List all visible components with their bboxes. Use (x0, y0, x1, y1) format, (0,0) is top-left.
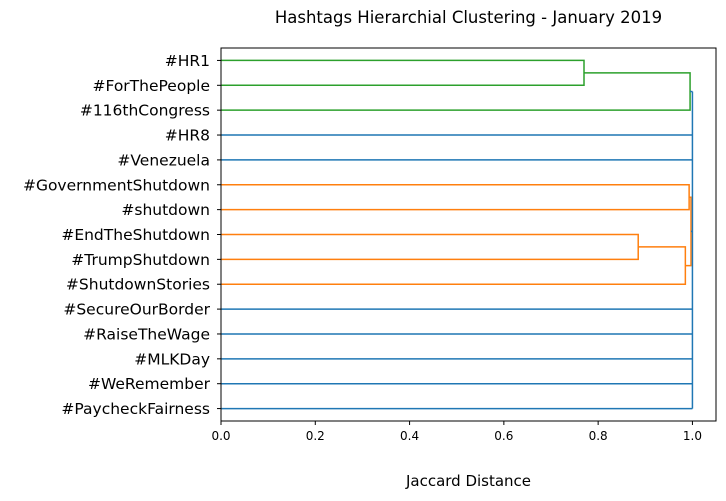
leaf-label: #MLKDay (134, 350, 210, 368)
leaf-label: #TrumpShutdown (71, 251, 210, 269)
chart-title: Hashtags Hierarchial Clustering - Januar… (274, 8, 663, 27)
leaf-label: #HR1 (165, 52, 210, 70)
x-tick-label-3: 0.6 (494, 429, 513, 443)
leaf-label: #SecureOurBorder (63, 301, 210, 319)
x-tick-label-1: 0.2 (306, 429, 325, 443)
leaf-label: #shutdown (121, 201, 210, 219)
leaf-label: #Venezuela (117, 151, 210, 169)
x-tick-label-2: 0.4 (400, 429, 419, 443)
x-tick-label-0: 0.0 (211, 429, 230, 443)
x-axis-label: Jaccard Distance (405, 472, 532, 490)
leaf-label: #WeRemember (88, 375, 211, 393)
x-tick-label-5: 1.0 (683, 429, 702, 443)
link-green-2 (221, 72, 691, 111)
link-orange-1 (221, 233, 639, 261)
leaf-label: #ForThePeople (92, 77, 210, 95)
leaf-label: #ShutdownStories (66, 276, 210, 294)
link-green-1 (221, 59, 585, 87)
leaf-label: #EndTheShutdown (61, 226, 210, 244)
link-orange-2 (221, 246, 687, 285)
leaf-label: #RaiseTheWage (83, 325, 210, 343)
leaf-label: #PaycheckFairness (61, 400, 210, 418)
link-orange-3 (221, 184, 690, 211)
link-orange-4 (685, 196, 692, 267)
leaf-label: #GovernmentShutdown (23, 176, 210, 194)
x-tick-label-4: 0.8 (589, 429, 608, 443)
leaf-label: #116thCongress (80, 102, 210, 120)
leaf-label: #HR8 (165, 127, 210, 145)
